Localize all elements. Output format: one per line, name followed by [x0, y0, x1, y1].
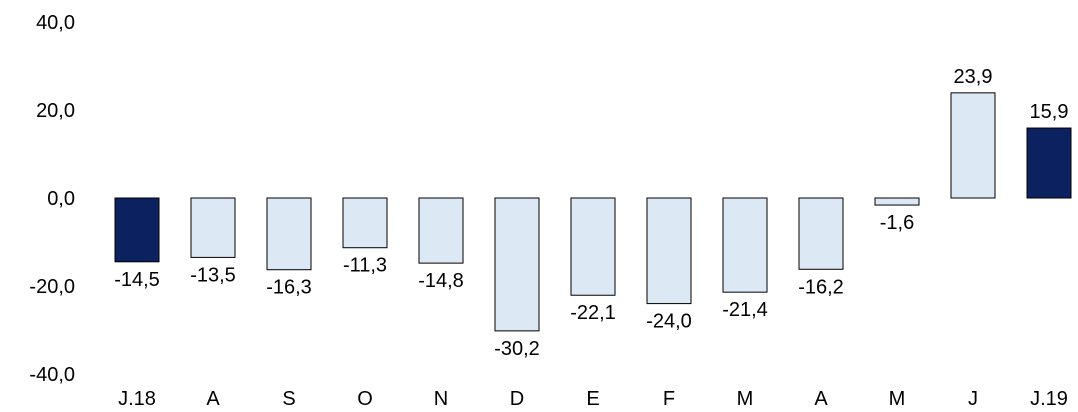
data-label: 23,9 [954, 66, 993, 88]
data-label: -1,6 [880, 212, 914, 234]
y-tick-label: -20,0 [29, 276, 75, 298]
data-label: -14,8 [418, 270, 464, 292]
bar [950, 92, 996, 199]
data-label: -14,5 [114, 269, 160, 291]
bar [342, 197, 388, 249]
x-tick-label: J.18 [118, 388, 156, 410]
data-label: -16,2 [798, 276, 844, 298]
x-tick-label: F [663, 388, 675, 410]
data-label: -11,3 [343, 255, 387, 277]
bar [266, 197, 312, 271]
y-tick-label: -40,0 [29, 364, 75, 386]
bar [646, 197, 692, 305]
x-tick-label: M [889, 388, 906, 410]
y-tick-label: 40,0 [36, 12, 75, 34]
data-label: -22,1 [570, 302, 616, 324]
data-label: -21,4 [722, 299, 768, 321]
y-tick-label: 0,0 [47, 188, 75, 210]
data-labels: -14,5 -13,5 -16,3 -11,3 -14,8 -30,2 -22,1 -24,0… [114, 66, 1068, 360]
data-label: -13,5 [190, 264, 236, 286]
x-tick-label: J.19 [1030, 388, 1068, 410]
y-axis: 40,0 20,0 0,0 -20,0 -40,0 [29, 12, 75, 386]
x-tick-label: J [968, 388, 978, 410]
bar [418, 197, 464, 264]
bar [190, 197, 236, 258]
data-label: -30,2 [494, 338, 540, 360]
data-label: 15,9 [1030, 101, 1069, 123]
x-tick-label: N [434, 388, 448, 410]
x-tick-label: E [586, 388, 599, 410]
x-tick-label: A [814, 388, 828, 410]
x-tick-label: O [357, 388, 373, 410]
x-axis: J.18 A S O N D E F M A M J J.19 [118, 388, 1068, 410]
x-tick-label: A [206, 388, 220, 410]
data-label: -24,0 [646, 311, 692, 333]
bar [1026, 127, 1072, 199]
x-tick-label: M [737, 388, 754, 410]
bar [114, 197, 160, 263]
bar [722, 197, 768, 293]
bar [874, 197, 920, 206]
bars [114, 92, 1072, 332]
bar [570, 197, 616, 296]
x-tick-label: S [282, 388, 295, 410]
y-tick-label: 20,0 [36, 100, 75, 122]
bar [798, 197, 844, 270]
x-tick-label: D [510, 388, 524, 410]
bar [494, 197, 540, 332]
data-label: -16,3 [266, 277, 312, 299]
